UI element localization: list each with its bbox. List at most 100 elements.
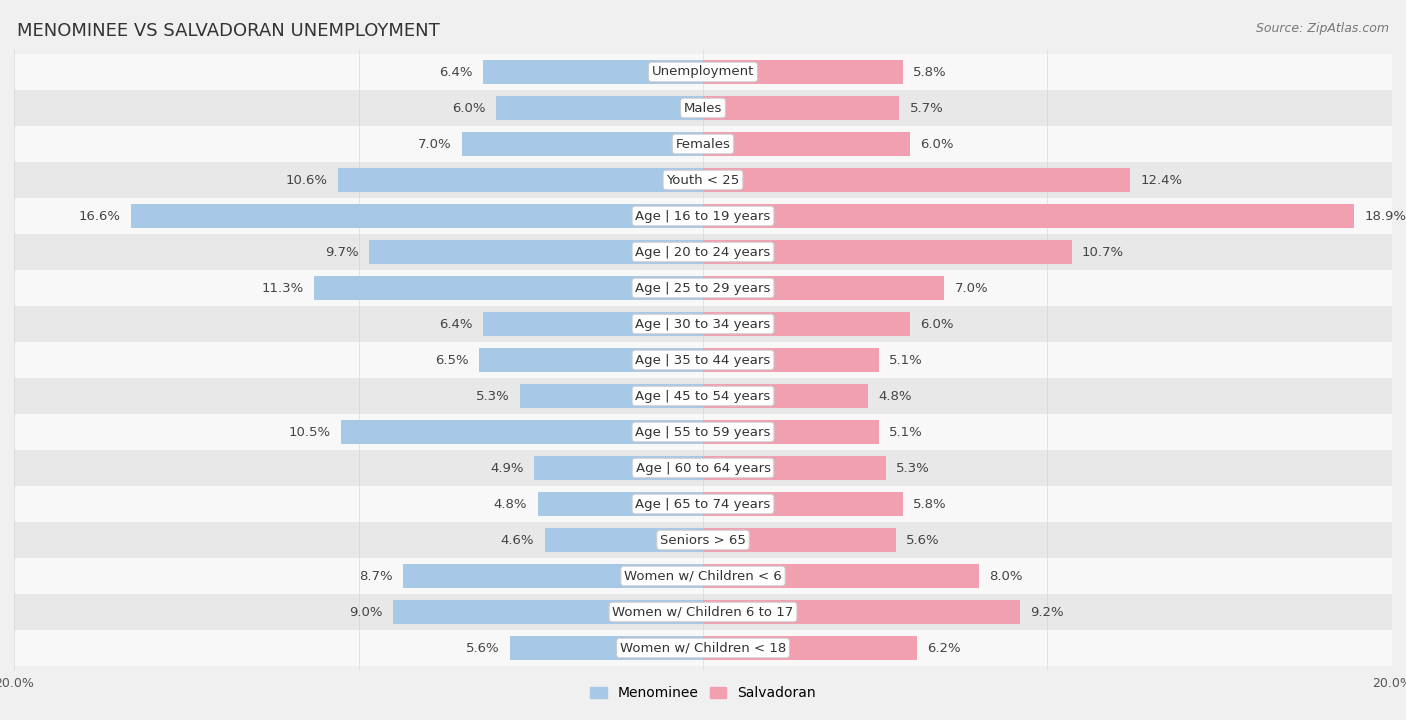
- Text: Age | 35 to 44 years: Age | 35 to 44 years: [636, 354, 770, 366]
- Text: Males: Males: [683, 102, 723, 114]
- Text: 4.6%: 4.6%: [501, 534, 534, 546]
- Bar: [703, 168, 1130, 192]
- Bar: [537, 492, 703, 516]
- Text: 16.6%: 16.6%: [79, 210, 121, 222]
- Bar: [520, 384, 703, 408]
- Bar: [703, 384, 869, 408]
- Bar: [703, 276, 945, 300]
- Text: Age | 55 to 59 years: Age | 55 to 59 years: [636, 426, 770, 438]
- Text: Age | 65 to 74 years: Age | 65 to 74 years: [636, 498, 770, 510]
- Bar: [14, 54, 1392, 90]
- Bar: [703, 492, 903, 516]
- Text: Women w/ Children 6 to 17: Women w/ Children 6 to 17: [613, 606, 793, 618]
- Bar: [496, 96, 703, 120]
- Bar: [14, 342, 1392, 378]
- Text: 12.4%: 12.4%: [1140, 174, 1182, 186]
- Bar: [479, 348, 703, 372]
- Text: Age | 16 to 19 years: Age | 16 to 19 years: [636, 210, 770, 222]
- Bar: [703, 312, 910, 336]
- Bar: [703, 456, 886, 480]
- Text: Women w/ Children < 6: Women w/ Children < 6: [624, 570, 782, 582]
- Bar: [368, 240, 703, 264]
- Text: 9.0%: 9.0%: [349, 606, 382, 618]
- Text: 9.7%: 9.7%: [325, 246, 359, 258]
- Bar: [14, 198, 1392, 234]
- Text: 5.8%: 5.8%: [912, 498, 946, 510]
- Bar: [337, 168, 703, 192]
- Text: 5.1%: 5.1%: [889, 426, 922, 438]
- Text: MENOMINEE VS SALVADORAN UNEMPLOYMENT: MENOMINEE VS SALVADORAN UNEMPLOYMENT: [17, 22, 440, 40]
- Bar: [703, 348, 879, 372]
- Bar: [14, 594, 1392, 630]
- Text: 6.0%: 6.0%: [453, 102, 486, 114]
- Bar: [14, 270, 1392, 306]
- Text: Women w/ Children < 18: Women w/ Children < 18: [620, 642, 786, 654]
- Text: 4.9%: 4.9%: [491, 462, 524, 474]
- Bar: [482, 60, 703, 84]
- Bar: [703, 636, 917, 660]
- Text: 6.0%: 6.0%: [920, 318, 953, 330]
- Text: 6.0%: 6.0%: [920, 138, 953, 150]
- Text: 5.6%: 5.6%: [467, 642, 499, 654]
- Bar: [14, 450, 1392, 486]
- Bar: [14, 234, 1392, 270]
- Bar: [703, 420, 879, 444]
- Text: Age | 60 to 64 years: Age | 60 to 64 years: [636, 462, 770, 474]
- Text: Females: Females: [675, 138, 731, 150]
- Text: 7.0%: 7.0%: [955, 282, 988, 294]
- Bar: [703, 132, 910, 156]
- Bar: [14, 162, 1392, 198]
- Bar: [14, 414, 1392, 450]
- Bar: [392, 600, 703, 624]
- Text: 5.8%: 5.8%: [912, 66, 946, 78]
- Text: 9.2%: 9.2%: [1031, 606, 1064, 618]
- Bar: [131, 204, 703, 228]
- Bar: [703, 240, 1071, 264]
- Bar: [14, 558, 1392, 594]
- Text: 6.2%: 6.2%: [927, 642, 960, 654]
- Bar: [703, 60, 903, 84]
- Text: Source: ZipAtlas.com: Source: ZipAtlas.com: [1256, 22, 1389, 35]
- Text: 5.6%: 5.6%: [907, 534, 939, 546]
- Text: 18.9%: 18.9%: [1364, 210, 1406, 222]
- Text: Youth < 25: Youth < 25: [666, 174, 740, 186]
- Text: 5.3%: 5.3%: [477, 390, 510, 402]
- Text: 5.7%: 5.7%: [910, 102, 943, 114]
- Bar: [14, 522, 1392, 558]
- Text: Age | 20 to 24 years: Age | 20 to 24 years: [636, 246, 770, 258]
- Legend: Menominee, Salvadoran: Menominee, Salvadoran: [585, 681, 821, 706]
- Text: 8.7%: 8.7%: [360, 570, 392, 582]
- Bar: [461, 132, 703, 156]
- Text: 10.7%: 10.7%: [1083, 246, 1123, 258]
- Text: 5.1%: 5.1%: [889, 354, 922, 366]
- Bar: [314, 276, 703, 300]
- Text: 4.8%: 4.8%: [494, 498, 527, 510]
- Text: 6.4%: 6.4%: [439, 66, 472, 78]
- Bar: [14, 486, 1392, 522]
- Bar: [534, 456, 703, 480]
- Bar: [703, 600, 1019, 624]
- Bar: [482, 312, 703, 336]
- Bar: [14, 630, 1392, 666]
- Text: 10.6%: 10.6%: [285, 174, 328, 186]
- Text: 5.3%: 5.3%: [896, 462, 929, 474]
- Text: 11.3%: 11.3%: [262, 282, 304, 294]
- Text: 4.8%: 4.8%: [879, 390, 912, 402]
- Text: 6.4%: 6.4%: [439, 318, 472, 330]
- Bar: [703, 528, 896, 552]
- Bar: [14, 126, 1392, 162]
- Text: Seniors > 65: Seniors > 65: [659, 534, 747, 546]
- Bar: [544, 528, 703, 552]
- Bar: [510, 636, 703, 660]
- Text: 8.0%: 8.0%: [988, 570, 1022, 582]
- Text: Age | 30 to 34 years: Age | 30 to 34 years: [636, 318, 770, 330]
- Bar: [342, 420, 703, 444]
- Bar: [14, 378, 1392, 414]
- Bar: [703, 564, 979, 588]
- Bar: [703, 96, 900, 120]
- Bar: [14, 306, 1392, 342]
- Text: 10.5%: 10.5%: [288, 426, 330, 438]
- Text: 6.5%: 6.5%: [434, 354, 468, 366]
- Bar: [703, 204, 1354, 228]
- Text: 7.0%: 7.0%: [418, 138, 451, 150]
